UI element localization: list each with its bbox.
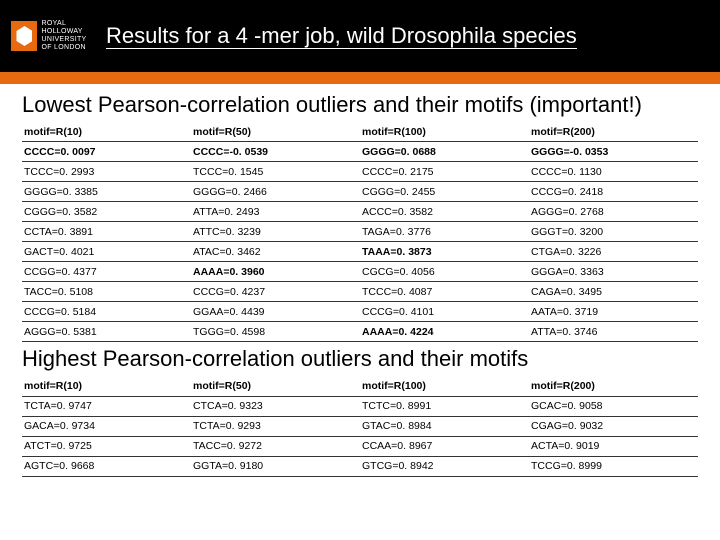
university-logo: ROYAL HOLLOWAY UNIVERSITY OF LONDON <box>10 4 88 68</box>
header-bar: ROYAL HOLLOWAY UNIVERSITY OF LONDON Resu… <box>0 0 720 72</box>
column-header: motif=R(200) <box>529 377 698 397</box>
table-cell: CTGA=0. 3226 <box>529 242 698 262</box>
column-header: motif=R(50) <box>191 122 360 142</box>
slide-title: Results for a 4 -mer job, wild Drosophil… <box>106 23 577 49</box>
section1-title: Lowest Pearson-correlation outliers and … <box>22 92 698 118</box>
table-cell: CTCA=0. 9323 <box>191 396 360 416</box>
table-cell: AAAA=0. 4224 <box>360 322 529 342</box>
table-cell: TAGA=0. 3776 <box>360 222 529 242</box>
table-row: GACA=0. 9734TCTA=0. 9293GTAC=0. 8984CGAG… <box>22 416 698 436</box>
table-cell: AGGG=0. 2768 <box>529 202 698 222</box>
table-cell: TCCG=0. 8999 <box>529 456 698 476</box>
table-cell: CCCC=0. 0097 <box>22 142 191 162</box>
table-row: CCGG=0. 4377AAAA=0. 3960CGCG=0. 4056GGGA… <box>22 262 698 282</box>
table-cell: ATTA=0. 2493 <box>191 202 360 222</box>
table-cell: GGTA=0. 9180 <box>191 456 360 476</box>
table-row: CCTA=0. 3891ATTC=0. 3239TAGA=0. 3776GGGT… <box>22 222 698 242</box>
table-cell: GGGG=0. 0688 <box>360 142 529 162</box>
table-cell: GTAC=0. 8984 <box>360 416 529 436</box>
table-cell: CCCG=0. 2418 <box>529 182 698 202</box>
table-header-row: motif=R(10)motif=R(50)motif=R(100)motif=… <box>22 377 698 397</box>
table-cell: GGGG=-0. 0353 <box>529 142 698 162</box>
section2-title: Highest Pearson-correlation outliers and… <box>22 346 698 372</box>
table-cell: AGGG=0. 5381 <box>22 322 191 342</box>
table-row: AGTC=0. 9668GGTA=0. 9180GTCG=0. 8942TCCG… <box>22 456 698 476</box>
table-cell: GGGT=0. 3200 <box>529 222 698 242</box>
table-row: AGGG=0. 5381TGGG=0. 4598AAAA=0. 4224ATTA… <box>22 322 698 342</box>
content-area: Lowest Pearson-correlation outliers and … <box>0 84 720 477</box>
table-row: GGGG=0. 3385GGGG=0. 2466CGGG=0. 2455CCCG… <box>22 182 698 202</box>
column-header: motif=R(10) <box>22 377 191 397</box>
table-cell: GTCG=0. 8942 <box>360 456 529 476</box>
table-cell: CCCC=0. 1130 <box>529 162 698 182</box>
table-cell: GGGA=0. 3363 <box>529 262 698 282</box>
table-cell: GCAC=0. 9058 <box>529 396 698 416</box>
shield-icon <box>11 21 37 51</box>
table-cell: CGCG=0. 4056 <box>360 262 529 282</box>
table-cell: CGGG=0. 3582 <box>22 202 191 222</box>
table-row: CGGG=0. 3582ATTA=0. 2493ACCC=0. 3582AGGG… <box>22 202 698 222</box>
table-cell: TGGG=0. 4598 <box>191 322 360 342</box>
logo-line3: UNIVERSITY <box>41 36 86 43</box>
table-cell: TAAA=0. 3873 <box>360 242 529 262</box>
table-row: TCCC=0. 2993TCCC=0. 1545CCCC=0. 2175CCCC… <box>22 162 698 182</box>
table-cell: TCTA=0. 9293 <box>191 416 360 436</box>
table-header-row: motif=R(10)motif=R(50)motif=R(100)motif=… <box>22 122 698 142</box>
table-cell: TCTC=0. 8991 <box>360 396 529 416</box>
table-cell: ACCC=0. 3582 <box>360 202 529 222</box>
table-cell: AGTC=0. 9668 <box>22 456 191 476</box>
table-row: CCCC=0. 0097CCCC=-0. 0539GGGG=0. 0688GGG… <box>22 142 698 162</box>
table-cell: CCCG=0. 4237 <box>191 282 360 302</box>
logo-text: ROYAL HOLLOWAY UNIVERSITY OF LONDON <box>41 20 86 52</box>
table-cell: CCAA=0. 8967 <box>360 436 529 456</box>
table-cell: AAAA=0. 3960 <box>191 262 360 282</box>
logo-line1: ROYAL <box>41 20 66 27</box>
table-cell: CAGA=0. 3495 <box>529 282 698 302</box>
table-cell: ATTC=0. 3239 <box>191 222 360 242</box>
table-cell: ATAC=0. 3462 <box>191 242 360 262</box>
table-cell: GGGG=0. 3385 <box>22 182 191 202</box>
table-cell: GGAA=0. 4439 <box>191 302 360 322</box>
table-cell: CCCG=0. 4101 <box>360 302 529 322</box>
column-header: motif=R(50) <box>191 377 360 397</box>
table-row: TCTA=0. 9747CTCA=0. 9323TCTC=0. 8991GCAC… <box>22 396 698 416</box>
logo-line4: OF LONDON <box>41 44 85 51</box>
table-cell: AATA=0. 3719 <box>529 302 698 322</box>
table-cell: GACT=0. 4021 <box>22 242 191 262</box>
table-row: CCCG=0. 5184GGAA=0. 4439CCCG=0. 4101AATA… <box>22 302 698 322</box>
table-cell: CCGG=0. 4377 <box>22 262 191 282</box>
table-cell: GACA=0. 9734 <box>22 416 191 436</box>
table-cell: TACC=0. 5108 <box>22 282 191 302</box>
table-cell: TCCC=0. 4087 <box>360 282 529 302</box>
table-cell: CGAG=0. 9032 <box>529 416 698 436</box>
table-cell: CCCC=0. 2175 <box>360 162 529 182</box>
table-cell: TCCC=0. 2993 <box>22 162 191 182</box>
table-cell: CCTA=0. 3891 <box>22 222 191 242</box>
table-row: GACT=0. 4021ATAC=0. 3462TAAA=0. 3873CTGA… <box>22 242 698 262</box>
table-cell: TCCC=0. 1545 <box>191 162 360 182</box>
accent-bar <box>0 72 720 84</box>
table-cell: TCTA=0. 9747 <box>22 396 191 416</box>
logo-line2: HOLLOWAY <box>41 28 82 35</box>
table-row: TACC=0. 5108CCCG=0. 4237TCCC=0. 4087CAGA… <box>22 282 698 302</box>
column-header: motif=R(200) <box>529 122 698 142</box>
table-cell: ATCT=0. 9725 <box>22 436 191 456</box>
highest-outliers-table: motif=R(10)motif=R(50)motif=R(100)motif=… <box>22 377 698 477</box>
table-cell: CCCC=-0. 0539 <box>191 142 360 162</box>
table-cell: ATTA=0. 3746 <box>529 322 698 342</box>
column-header: motif=R(100) <box>360 377 529 397</box>
table-cell: GGGG=0. 2466 <box>191 182 360 202</box>
table-cell: CCCG=0. 5184 <box>22 302 191 322</box>
lowest-outliers-table: motif=R(10)motif=R(50)motif=R(100)motif=… <box>22 122 698 342</box>
column-header: motif=R(10) <box>22 122 191 142</box>
table-row: ATCT=0. 9725TACC=0. 9272CCAA=0. 8967ACTA… <box>22 436 698 456</box>
table-cell: CGGG=0. 2455 <box>360 182 529 202</box>
slide-title-wrap: Results for a 4 -mer job, wild Drosophil… <box>106 22 577 50</box>
table-cell: TACC=0. 9272 <box>191 436 360 456</box>
table-cell: ACTA=0. 9019 <box>529 436 698 456</box>
column-header: motif=R(100) <box>360 122 529 142</box>
